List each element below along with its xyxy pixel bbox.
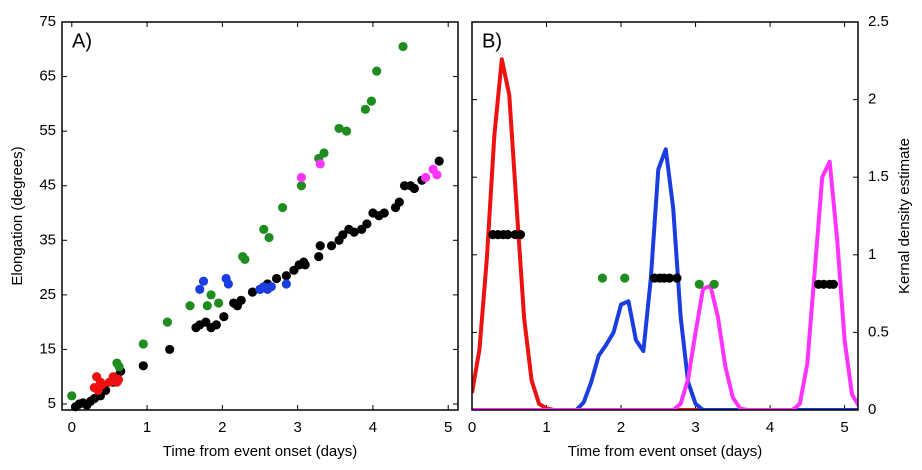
y-tick-label: 0.5 xyxy=(868,323,889,340)
x-tick-label: 5 xyxy=(840,419,848,436)
y-tick-label: 1 xyxy=(868,246,876,263)
y-tick-label: 0 xyxy=(868,401,876,418)
data-point xyxy=(247,287,258,297)
data-point xyxy=(185,301,195,311)
data-point xyxy=(300,260,310,270)
data-point xyxy=(296,181,307,191)
data-point xyxy=(349,227,359,237)
data-point xyxy=(259,224,269,234)
data-point xyxy=(314,252,324,262)
y-tick-label: 5 xyxy=(48,395,56,412)
data-point xyxy=(421,172,431,183)
data-point xyxy=(315,159,325,169)
data-point xyxy=(113,374,124,385)
data-point xyxy=(409,183,419,194)
data-point xyxy=(515,230,526,240)
data-point xyxy=(434,156,444,166)
y-tick-label: 75 xyxy=(39,13,56,30)
data-point xyxy=(394,197,404,207)
y-tick-label: 35 xyxy=(39,231,56,248)
data-point xyxy=(114,362,124,372)
y-tick-label: 45 xyxy=(39,177,56,194)
x-tick-label: 1 xyxy=(143,419,151,436)
data-point xyxy=(240,254,250,264)
data-point xyxy=(198,276,209,286)
x-tick-label: 4 xyxy=(369,419,377,436)
data-point xyxy=(271,273,282,284)
y-tick-label: 55 xyxy=(39,122,56,139)
x-tick-label: 3 xyxy=(691,419,699,436)
data-point xyxy=(97,380,107,390)
y-tick-label: 2.5 xyxy=(868,13,889,30)
data-point xyxy=(165,344,175,355)
y-tick-label: 2 xyxy=(868,91,876,108)
data-point xyxy=(503,230,513,240)
panel-label: A) xyxy=(72,30,92,52)
x-tick-label: 5 xyxy=(444,419,452,436)
data-point xyxy=(219,312,229,322)
x-tick-label: 2 xyxy=(617,419,625,436)
x-tick-label: 0 xyxy=(468,419,476,436)
data-point xyxy=(296,172,307,183)
data-point xyxy=(211,320,221,330)
data-point xyxy=(432,170,442,180)
plot-frame xyxy=(471,21,859,411)
y-axis-label: Kernal density estimate xyxy=(896,138,913,294)
x-tick-label: 3 xyxy=(293,419,301,436)
data-point xyxy=(162,317,172,327)
data-point xyxy=(213,298,224,308)
data-point xyxy=(236,295,246,305)
x-tick-label: 0 xyxy=(68,419,76,436)
data-point xyxy=(620,273,630,283)
data-point xyxy=(266,282,276,292)
y-tick-label: 65 xyxy=(39,68,56,85)
data-point xyxy=(264,232,274,243)
data-point xyxy=(277,202,288,213)
data-point xyxy=(334,123,344,134)
data-point xyxy=(341,126,352,136)
data-point xyxy=(195,284,205,294)
data-point xyxy=(315,241,325,251)
data-point xyxy=(223,279,233,289)
density-curve xyxy=(472,159,858,410)
data-point xyxy=(366,96,377,106)
y-tick-label: 25 xyxy=(39,286,56,303)
x-axis-label: Time from event onset (days) xyxy=(568,443,763,460)
data-point xyxy=(138,361,148,371)
data-point xyxy=(319,148,329,158)
density-curve xyxy=(472,57,858,410)
data-point xyxy=(360,104,370,114)
density-curve xyxy=(472,147,858,410)
data-point xyxy=(338,230,348,240)
data-point xyxy=(398,41,408,52)
x-tick-label: 2 xyxy=(218,419,226,436)
data-point xyxy=(379,208,389,218)
data-point xyxy=(664,273,675,283)
y-tick-label: 1.5 xyxy=(868,168,889,185)
data-point xyxy=(326,241,337,251)
data-point xyxy=(372,66,382,76)
data-point xyxy=(202,301,212,311)
x-tick-label: 4 xyxy=(766,419,774,436)
data-point xyxy=(67,391,77,401)
data-point xyxy=(672,273,682,283)
data-point xyxy=(597,273,608,283)
data-point xyxy=(362,219,372,229)
plot-frame xyxy=(61,21,459,411)
data-point xyxy=(709,279,719,289)
data-point xyxy=(206,290,216,300)
data-point xyxy=(694,279,704,289)
data-point xyxy=(828,279,839,289)
data-point xyxy=(281,271,291,281)
data-point xyxy=(138,339,148,349)
x-tick-label: 1 xyxy=(542,419,550,436)
x-axis-label: Time from event onset (days) xyxy=(163,443,358,460)
y-axis-label: Elongation (degrees) xyxy=(9,146,26,285)
data-point xyxy=(281,279,291,289)
y-tick-label: 15 xyxy=(39,340,56,357)
panel-label: B) xyxy=(482,30,502,52)
